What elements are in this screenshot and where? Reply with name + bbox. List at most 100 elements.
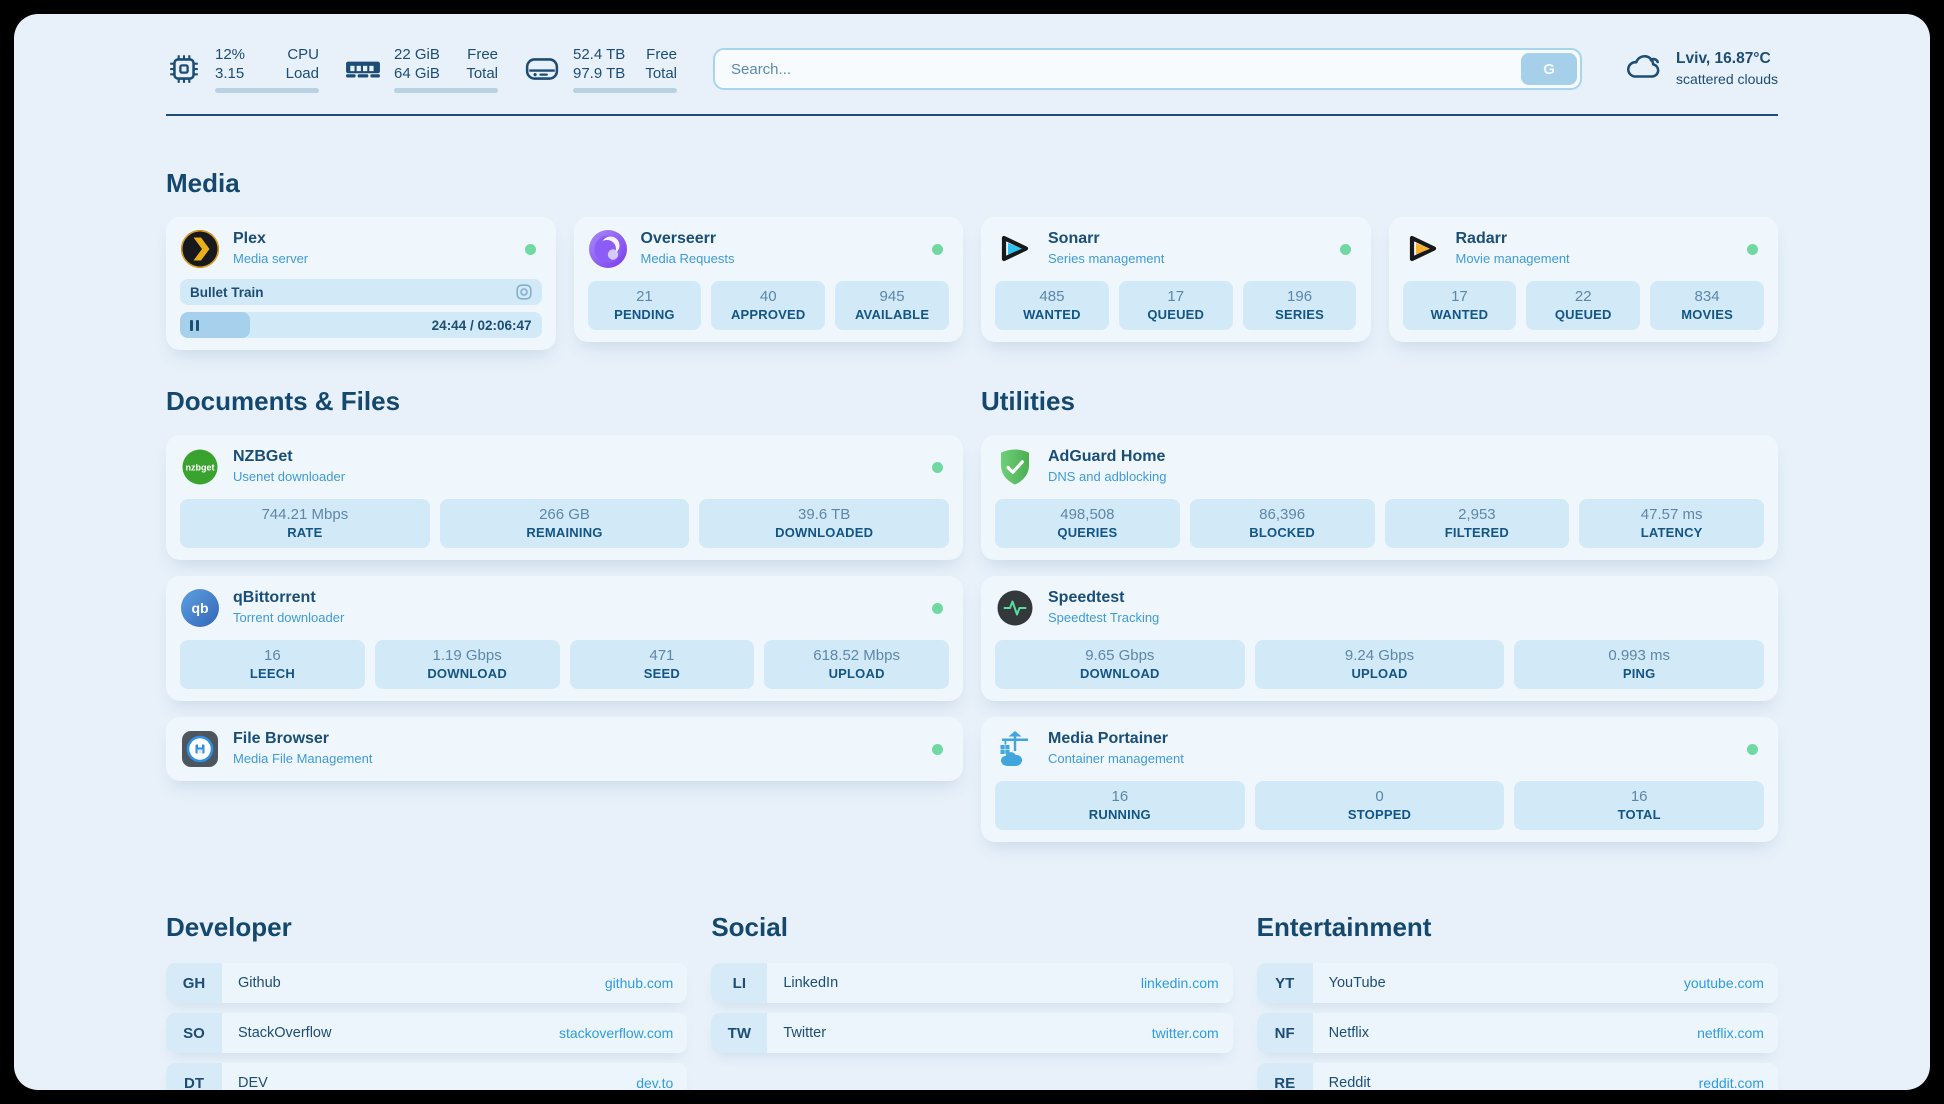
- service-name: Media Portainer: [1048, 730, 1169, 747]
- link-name: DEV: [238, 1075, 268, 1090]
- ram-free-label: Free: [467, 46, 498, 63]
- stat-chip: 1.19 Gbps DOWNLOAD: [374, 640, 560, 689]
- service-card-qbittorrent[interactable]: qb qBittorrent Torrent downloader 16 LEE…: [166, 576, 963, 701]
- service-subtitle: Movie management: [1455, 251, 1570, 266]
- service-card-speedtest[interactable]: Speedtest Speedtest Tracking 9.65 Gbps D…: [981, 576, 1778, 701]
- section-title-developer: Developer: [166, 912, 292, 942]
- stat-chip: 22 QUEUED: [1526, 281, 1641, 330]
- section-title-documents: Documents & Files: [166, 386, 401, 416]
- nzbget-icon: nzbget: [180, 447, 220, 487]
- stat-chip: 945 AVAILABLE: [835, 281, 949, 330]
- links-column-entertainment: Entertainment YT YouTube youtube.com NF …: [1256, 912, 1778, 1090]
- section-title-media: Media: [166, 168, 240, 198]
- stat-chip: 40 APPROVED: [711, 281, 826, 330]
- disk-free-label: Free: [646, 46, 677, 63]
- overseerr-icon: [588, 229, 628, 269]
- link-url: twitter.com: [1151, 1025, 1219, 1041]
- service-subtitle: Container management: [1048, 751, 1184, 766]
- stat-chip: 17 WANTED: [1402, 281, 1517, 330]
- status-dot: [932, 743, 943, 755]
- cpu-label: CPU: [287, 46, 319, 63]
- header: 12% 3.15 CPU Load: [166, 40, 1778, 98]
- section-title-entertainment: Entertainment: [1256, 912, 1432, 942]
- service-card-filebrowser[interactable]: File Browser Media File Management: [166, 717, 963, 781]
- stat-chip: 16 RUNNING: [995, 781, 1245, 830]
- link-row-netflix[interactable]: NF Netflix netflix.com: [1256, 1013, 1778, 1053]
- ram-stat: 22 GiB 64 GiB Free Total: [345, 45, 498, 93]
- stat-chip: 744.21 Mbps RATE: [180, 499, 430, 548]
- weather-widget: Lviv, 16.87°C scattered clouds: [1624, 49, 1778, 89]
- link-row-stackoverflow[interactable]: SO StackOverflow stackoverflow.com: [166, 1013, 688, 1053]
- service-name: Overseerr: [640, 230, 717, 247]
- disk-total-label: Total: [645, 65, 677, 82]
- service-subtitle: Series management: [1048, 251, 1165, 266]
- service-name: Speedtest: [1048, 589, 1125, 606]
- stat-chip: 618.52 Mbps UPLOAD: [764, 640, 949, 689]
- service-card-adguard[interactable]: AdGuard Home DNS and adblocking 498,508 …: [981, 435, 1778, 560]
- link-abbr-badge: GH: [166, 963, 222, 1003]
- cpu-icon: [166, 52, 202, 86]
- service-card-nzbget[interactable]: nzbget NZBGet Usenet downloader 744.21 M…: [166, 435, 963, 560]
- disk-stat: 52.4 TB 97.9 TB Free Total: [524, 45, 677, 93]
- cast-icon: [515, 284, 532, 300]
- weather-condition: scattered clouds: [1676, 71, 1778, 87]
- link-url: github.com: [604, 975, 674, 991]
- search-engine-button[interactable]: G: [1521, 53, 1578, 85]
- search-input[interactable]: [715, 60, 1522, 78]
- stat-chip: 17 QUEUED: [1118, 281, 1233, 330]
- status-dot: [932, 243, 943, 255]
- service-card-sonarr[interactable]: Sonarr Series management 485 WANTED 17 Q…: [981, 217, 1371, 342]
- disk-free-value: 52.4 TB: [573, 46, 626, 63]
- plex-icon: [180, 229, 220, 269]
- svg-text:nzbget: nzbget: [186, 463, 215, 473]
- link-row-dev[interactable]: DT DEV dev.to: [166, 1063, 688, 1090]
- link-name: Github: [238, 975, 281, 991]
- utilities-column: Utilities AdGuard Home DNS and adblockin…: [981, 386, 1778, 858]
- ram-total-label: Total: [466, 65, 498, 82]
- ram-total-value: 64 GiB: [394, 65, 440, 82]
- service-card-portainer[interactable]: Media Portainer Container management 16 …: [981, 717, 1778, 842]
- service-card-overseerr[interactable]: Overseerr Media Requests 21 PENDING 40 A…: [573, 217, 963, 342]
- search-bar: G: [713, 48, 1583, 90]
- links-column-developer: Developer GH Github github.com SO StackO…: [166, 912, 688, 1090]
- link-name: YouTube: [1328, 975, 1386, 991]
- stat-chip: 16 LEECH: [180, 640, 365, 689]
- portainer-icon: [995, 729, 1035, 769]
- disk-progress-bar: [573, 88, 677, 93]
- service-name: File Browser: [233, 730, 330, 747]
- service-card-plex[interactable]: Plex Media server Bullet Train 24:44 /: [166, 217, 556, 350]
- speedtest-icon: [995, 588, 1035, 628]
- link-url: youtube.com: [1683, 975, 1764, 991]
- stat-chip: 266 GB REMAINING: [439, 499, 690, 548]
- stat-chip: 0.993 ms PING: [1514, 640, 1765, 689]
- link-abbr-badge: SO: [166, 1013, 222, 1053]
- link-row-reddit[interactable]: RE Reddit reddit.com: [1256, 1063, 1778, 1090]
- dashboard-page: 12% 3.15 CPU Load: [14, 14, 1930, 1090]
- service-card-radarr[interactable]: Radarr Movie management 17 WANTED 22 QUE…: [1388, 217, 1778, 342]
- pause-icon: [190, 319, 199, 331]
- system-stats: 12% 3.15 CPU Load: [166, 45, 677, 93]
- service-subtitle: Torrent downloader: [233, 610, 345, 625]
- now-playing-title: Bullet Train: [190, 284, 264, 300]
- stat-chip: 86,396 BLOCKED: [1189, 499, 1375, 548]
- link-abbr-badge: RE: [1256, 1063, 1313, 1090]
- link-url: reddit.com: [1698, 1075, 1764, 1090]
- stat-chip: 9.24 Gbps UPLOAD: [1254, 640, 1505, 689]
- section-title-social: Social: [711, 912, 788, 942]
- service-subtitle: Media server: [233, 251, 309, 266]
- link-name: LinkedIn: [783, 975, 839, 991]
- link-row-youtube[interactable]: YT YouTube youtube.com: [1256, 963, 1778, 1003]
- ram-progress-bar: [394, 88, 498, 93]
- link-row-twitter[interactable]: TW Twitter twitter.com: [711, 1013, 1233, 1053]
- link-row-linkedin[interactable]: LI LinkedIn linkedin.com: [711, 963, 1233, 1003]
- service-name: NZBGet: [233, 448, 293, 465]
- section-title-utilities: Utilities: [981, 386, 1075, 416]
- stat-chip: 196 SERIES: [1242, 281, 1357, 330]
- stat-chip: 471 SEED: [569, 640, 755, 689]
- link-row-github[interactable]: GH Github github.com: [166, 963, 688, 1003]
- service-name: Radarr: [1455, 230, 1508, 247]
- service-subtitle: Media Requests: [640, 251, 735, 266]
- service-subtitle: Media File Management: [233, 751, 373, 766]
- stat-chip: 9.65 Gbps DOWNLOAD: [995, 640, 1245, 689]
- now-playing-row: Bullet Train: [180, 279, 542, 305]
